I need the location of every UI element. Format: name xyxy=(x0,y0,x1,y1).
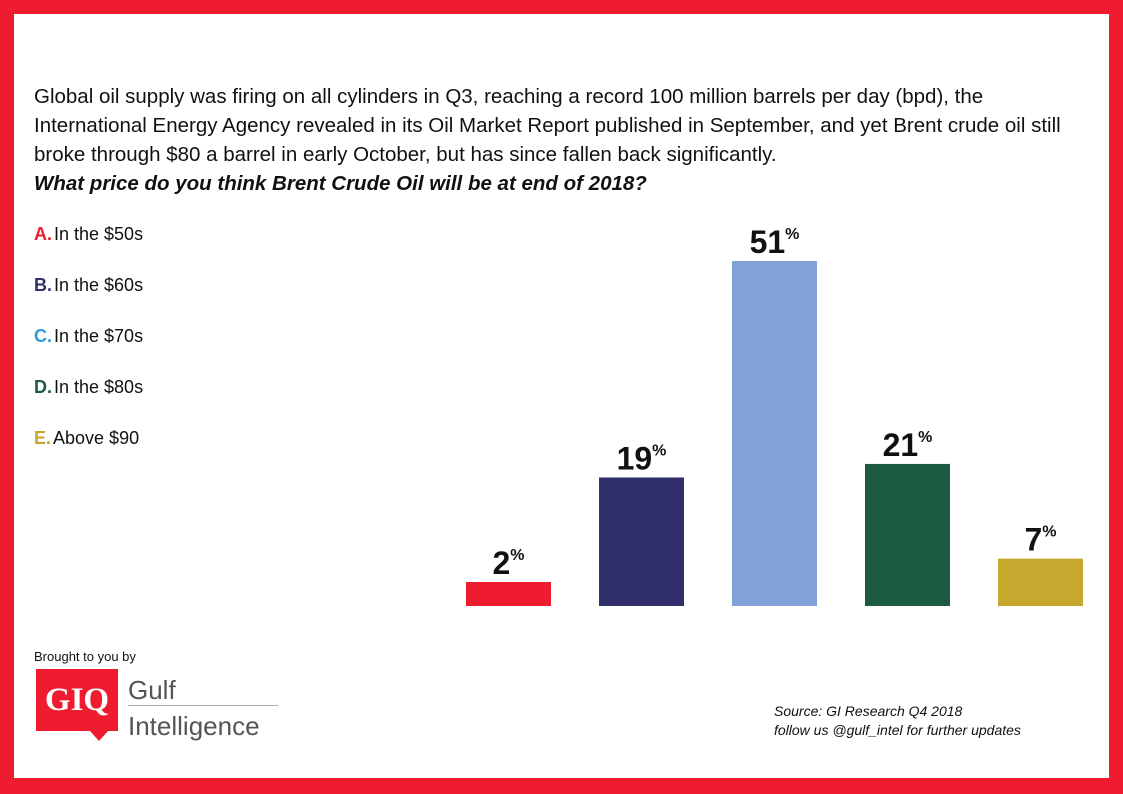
logo-word-intelligence: Intelligence xyxy=(128,711,260,741)
bar-2 xyxy=(599,477,684,606)
giq-logo-mark: GIQ xyxy=(36,669,118,731)
intro-paragraph: Global oil supply was firing on all cyli… xyxy=(34,82,1094,198)
data-label-5: 7% xyxy=(1024,522,1056,558)
panel xyxy=(14,14,1109,778)
legend-letter: E. xyxy=(34,428,52,448)
legend-label: In the $70s xyxy=(54,326,144,346)
legend-letter: C. xyxy=(34,326,52,346)
logo-divider xyxy=(128,705,278,706)
logo-pointer xyxy=(90,731,108,741)
gulf-intelligence-logo: GIQ Gulf Intelligence xyxy=(36,669,286,745)
legend-item-b: B. In the $60s xyxy=(34,273,143,324)
legend-letter: A. xyxy=(34,224,52,244)
source-note: Source: GI Research Q4 2018 follow us @g… xyxy=(774,702,1021,740)
legend-label: In the $80s xyxy=(54,377,144,397)
bar-1 xyxy=(466,582,551,606)
legend-item-e: E. Above $90 xyxy=(34,426,143,477)
bar-5 xyxy=(998,558,1083,606)
legend-item-c: C. In the $70s xyxy=(34,324,143,375)
legend-label: In the $50s xyxy=(54,224,144,244)
data-label-4: 21% xyxy=(883,427,933,463)
source-line: Source: GI Research Q4 2018 xyxy=(774,703,963,719)
data-label-3: 51% xyxy=(750,224,800,260)
legend-item-a: A. In the $50s xyxy=(34,222,143,273)
intro-text: Global oil supply was firing on all cyli… xyxy=(34,85,1061,166)
legend-label: Above $90 xyxy=(53,428,140,448)
follow-line: follow us @gulf_intel for further update… xyxy=(774,722,1021,738)
bar-3 xyxy=(732,261,817,606)
legend-letter: D. xyxy=(34,377,52,397)
data-label-1: 2% xyxy=(492,545,524,581)
legend-label: In the $60s xyxy=(54,275,144,295)
bar-4 xyxy=(865,463,950,606)
answer-legend: A. In the $50s B. In the $60s C. In the $70… xyxy=(34,222,143,477)
legend-item-d: D. In the $80s xyxy=(34,375,143,426)
legend-letter: B. xyxy=(34,275,52,295)
bar-chart: 2% 19% 51% 21% 7% xyxy=(466,224,1083,606)
credit-text: Brought to you by xyxy=(34,649,136,664)
logo-word-gulf: Gulf xyxy=(128,675,176,705)
data-label-2: 19% xyxy=(617,440,667,476)
survey-question: What price do you think Brent Crude Oil … xyxy=(34,172,647,195)
